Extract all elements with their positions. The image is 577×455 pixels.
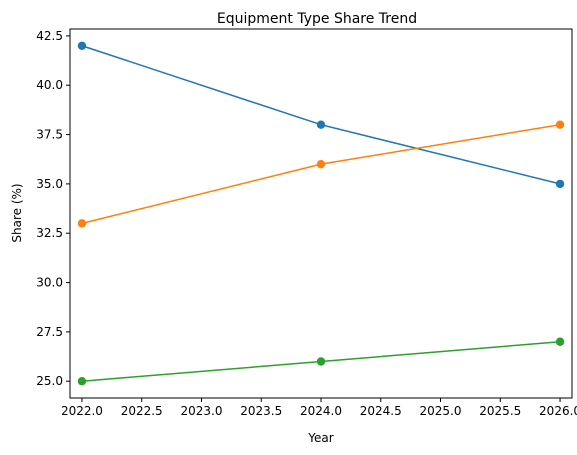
y-tick-label: 42.5	[36, 29, 63, 43]
series-1-point	[77, 41, 87, 50]
x-tick-label: 2022.5	[121, 404, 163, 418]
y-axis-label: Share (%)	[10, 183, 24, 242]
y-tick-label: 32.5	[36, 226, 63, 240]
series-3-point	[555, 337, 565, 346]
series-2-point	[316, 159, 326, 169]
x-tick-label: 2026.0	[539, 404, 577, 418]
series-2-point	[77, 219, 87, 228]
series-2-point	[555, 120, 565, 129]
y-tick-label: 25.0	[36, 374, 63, 388]
axis-ticks: 2022.0 2022.5 2023.0 2023.5 2024.0 2024.5 2025…	[36, 29, 577, 418]
x-tick-label: 2025.5	[479, 404, 521, 418]
x-tick-label: 2022.0	[61, 404, 103, 418]
x-tick-label: 2024.5	[360, 404, 402, 418]
x-tick-label: 2023.0	[180, 404, 222, 418]
plot-area-frame	[69, 28, 573, 399]
series-1-point	[555, 179, 565, 189]
series-3-point	[77, 377, 87, 386]
x-axis-label: Year	[307, 431, 333, 445]
y-tick-label: 40.0	[36, 78, 63, 92]
chart-title: Equipment Type Share Trend	[217, 11, 417, 27]
series-1-point	[316, 120, 326, 129]
y-tick-label: 37.5	[36, 128, 63, 142]
series-2-line	[81, 123, 561, 225]
y-tick-label: 27.5	[36, 325, 63, 339]
x-tick-label: 2025.0	[420, 404, 462, 418]
x-tick-label: 2023.5	[240, 404, 282, 418]
series-3-point	[316, 357, 326, 366]
y-tick-label: 35.0	[36, 177, 63, 191]
series-layer	[77, 41, 565, 386]
x-tick-label: 2024.0	[300, 404, 342, 418]
y-tick-label: 30.0	[36, 276, 63, 290]
